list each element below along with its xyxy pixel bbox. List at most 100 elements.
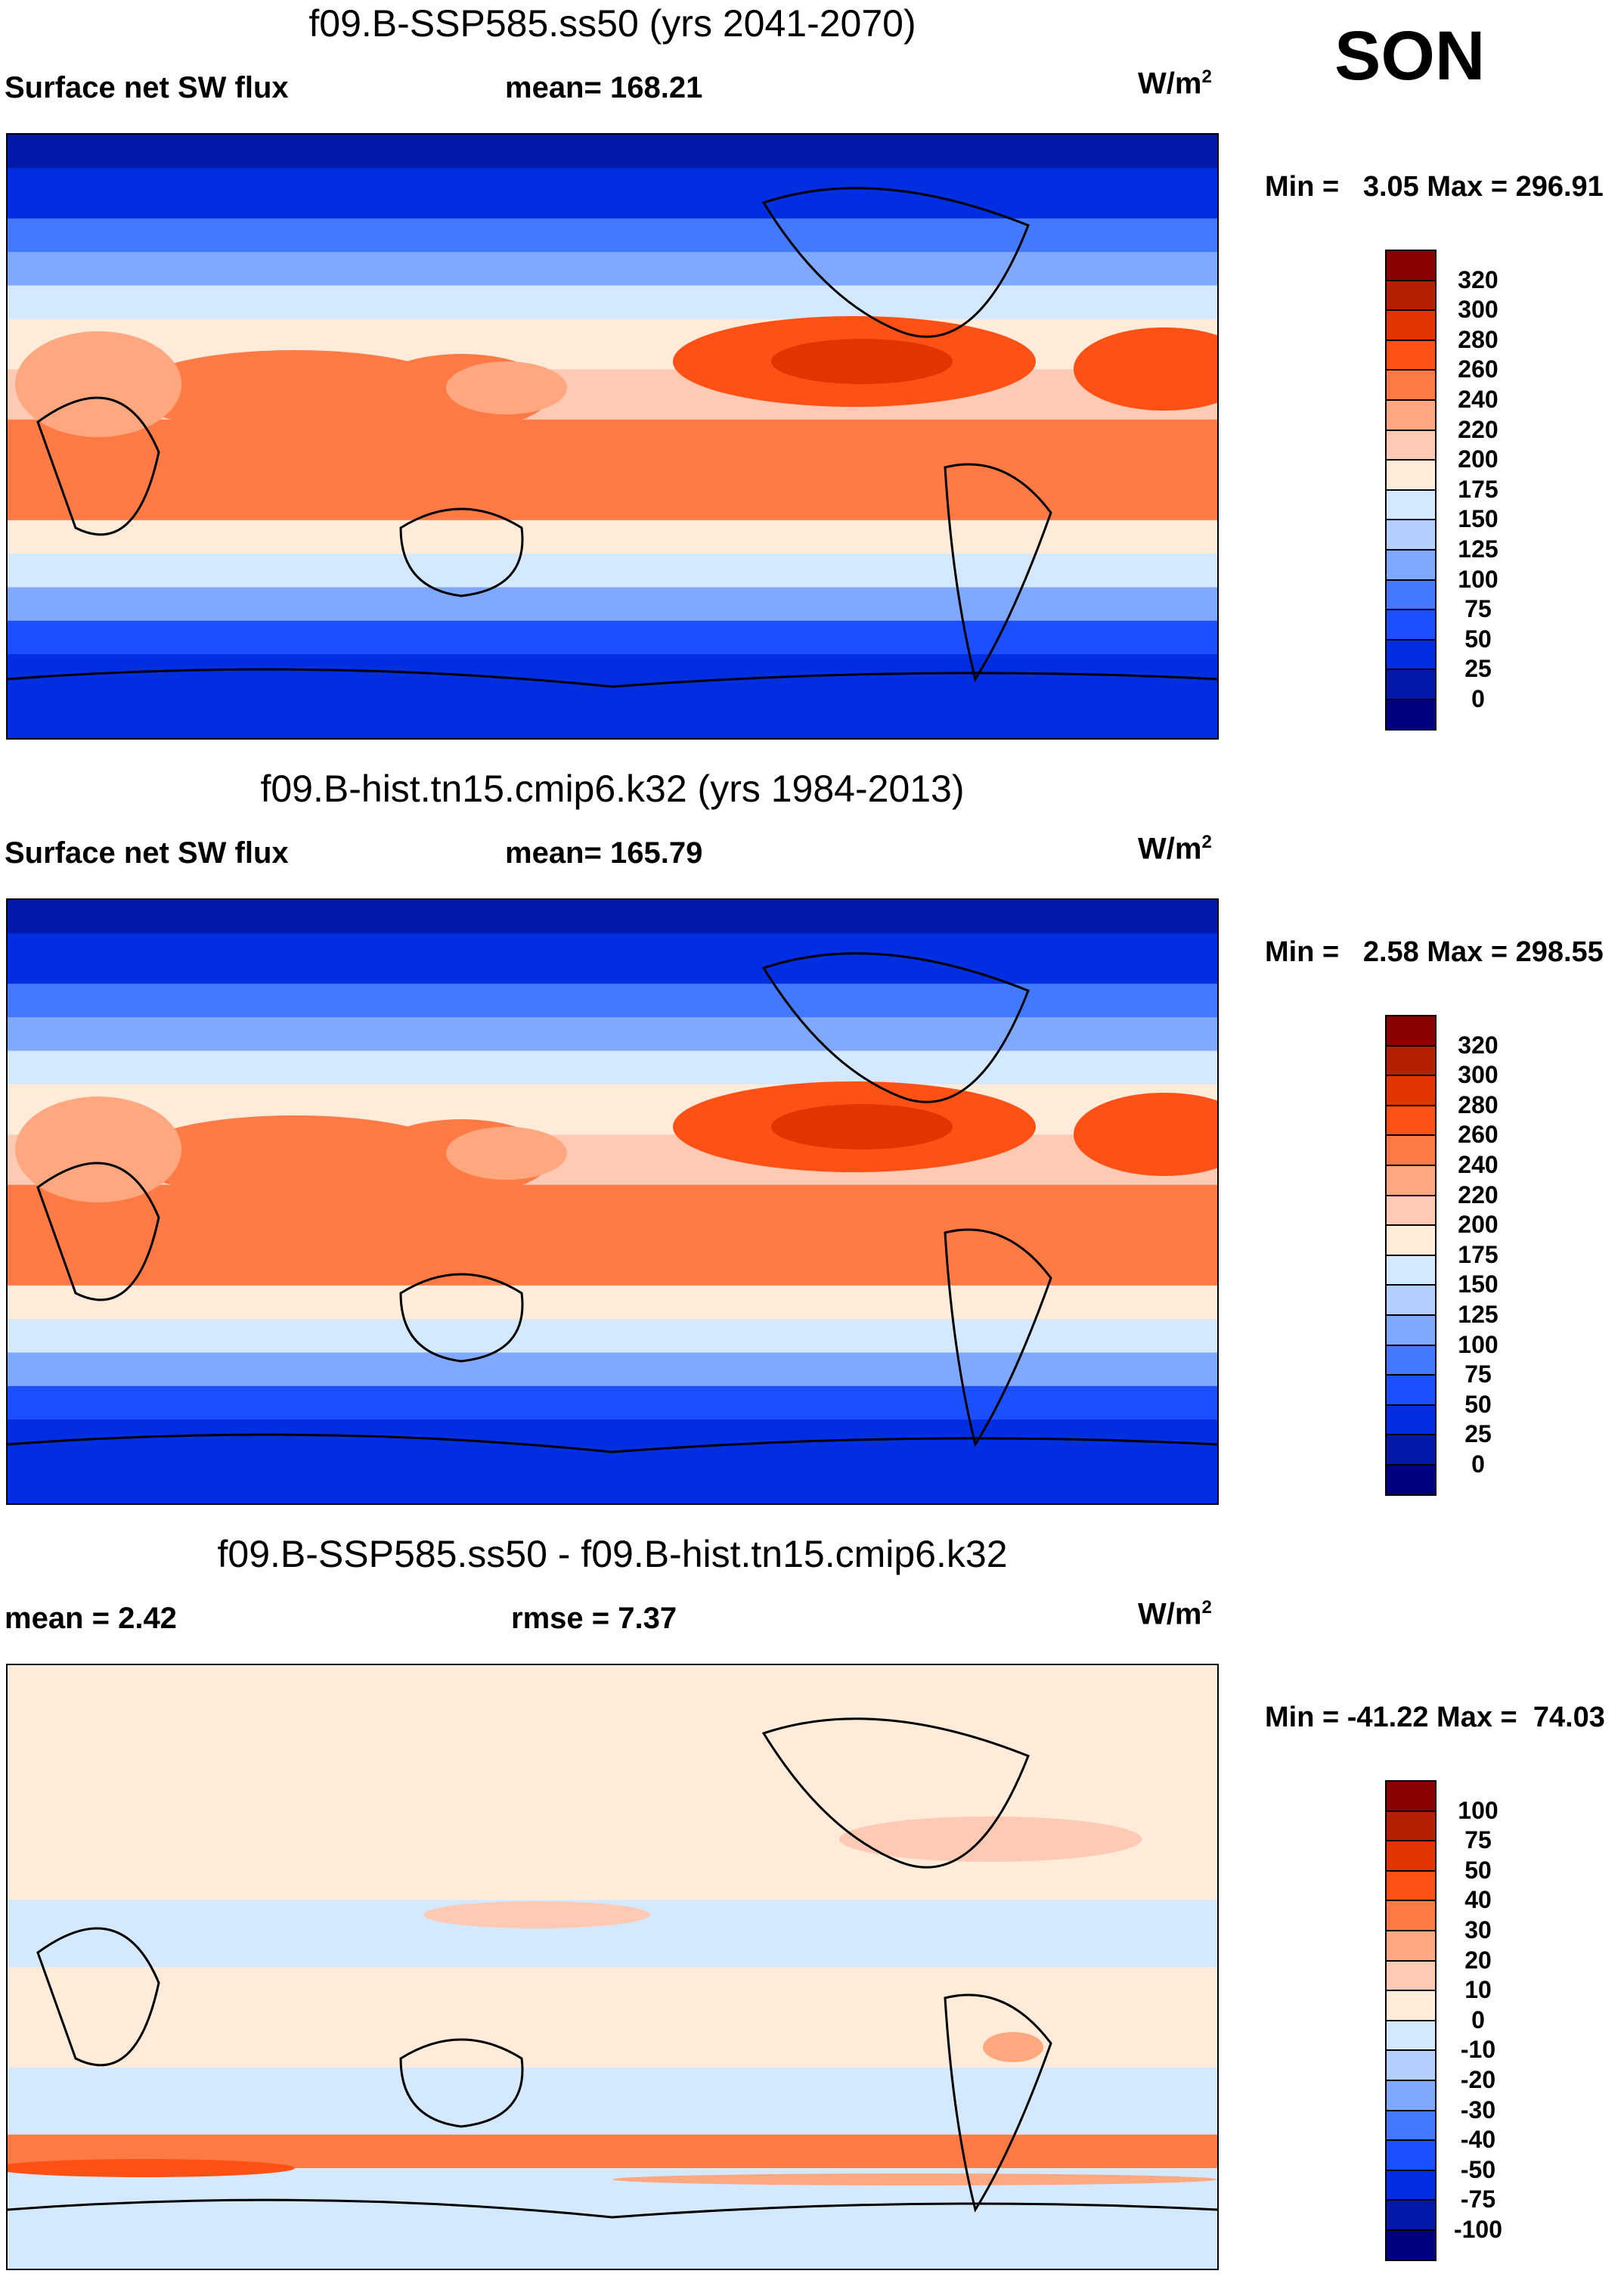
colorbar-tick-label: 175 xyxy=(1458,1240,1498,1268)
colorbar-box xyxy=(1385,429,1436,461)
colorbar-box xyxy=(1385,579,1436,611)
colorbar-box xyxy=(1385,1840,1436,1872)
colorbar-box xyxy=(1385,2199,1436,2231)
field-anomaly xyxy=(129,350,461,433)
left-label: Surface net SW flux xyxy=(5,836,289,870)
contour-field xyxy=(8,900,1217,1503)
field-anomaly xyxy=(612,2173,1217,2185)
colorbar-box xyxy=(1385,1314,1436,1346)
colorbar-box xyxy=(1385,1810,1436,1842)
colorbar-box xyxy=(1385,1254,1436,1286)
panel-title: f09.B-SSP585.ss50 - f09.B-hist.tn15.cmip… xyxy=(217,1533,1008,1575)
field-band xyxy=(8,654,1217,738)
colorbar-tick-label: 50 xyxy=(1464,1856,1492,1884)
colorbar-box xyxy=(1385,2019,1436,2052)
colorbar-box xyxy=(1385,2139,1436,2171)
colorbar-tick-label: 0 xyxy=(1471,685,1485,712)
coastline xyxy=(36,396,160,536)
colorbar-box xyxy=(1385,1990,1436,2021)
field-band xyxy=(8,587,1217,622)
field-anomaly xyxy=(771,339,953,384)
field-anomaly xyxy=(1074,327,1217,411)
colorbar-box xyxy=(1385,638,1436,671)
field-band xyxy=(8,554,1217,588)
field-anomaly xyxy=(1074,1093,1217,1176)
colorbar-box xyxy=(1385,1044,1436,1077)
colorbar-tick-label: 240 xyxy=(1458,386,1498,413)
min-max-label: Min = -41.22 Max = 74.03 xyxy=(1265,1702,1605,1733)
colorbar-box xyxy=(1385,2169,1436,2201)
colorbar-tick-label: 200 xyxy=(1458,1211,1498,1239)
colorbar-tick-label: 220 xyxy=(1458,415,1498,443)
colorbar-tick-label: 280 xyxy=(1458,1090,1498,1118)
colorbar-box xyxy=(1385,1104,1436,1137)
colorbar-box xyxy=(1385,339,1436,371)
field-band xyxy=(8,168,1217,219)
colorbar-box xyxy=(1385,250,1436,281)
colorbar-tick-label: 320 xyxy=(1458,1031,1498,1059)
colorbar-box xyxy=(1385,1194,1436,1227)
colorbar-box xyxy=(1385,1374,1436,1406)
coastline xyxy=(399,507,524,597)
coastline xyxy=(36,1162,160,1301)
coastline xyxy=(761,952,1030,1103)
units-text: W/m xyxy=(1138,1597,1202,1631)
colorbar-tick-label: 75 xyxy=(1464,1360,1492,1388)
colorbar-tick-label: -100 xyxy=(1453,2216,1503,2243)
colorbar-tick-label: 300 xyxy=(1458,296,1498,324)
field-band xyxy=(8,1385,1217,1421)
colorbar-tick-label: 10 xyxy=(1464,1976,1492,2004)
field-band xyxy=(8,285,1217,320)
colorbar-box xyxy=(1385,1434,1436,1466)
colorbar-tick-label: 240 xyxy=(1458,1151,1498,1178)
left-label: Surface net SW flux xyxy=(5,71,289,104)
colorbar-tick-label: 200 xyxy=(1458,445,1498,473)
colorbar-tick-label: 75 xyxy=(1464,1826,1492,1854)
center-label: rmse = 7.37 xyxy=(511,1602,677,1635)
field-band xyxy=(8,520,1217,555)
colorbar-tick-label: 125 xyxy=(1458,535,1498,563)
colorbar-box xyxy=(1385,2080,1436,2111)
units-label: W/m2 xyxy=(1138,67,1212,101)
colorbar-tick-label: 300 xyxy=(1458,1061,1498,1089)
colorbar-box xyxy=(1385,549,1436,581)
colorbar-tick-label: 100 xyxy=(1458,1330,1498,1358)
field-band xyxy=(8,1419,1217,1503)
colorbar-box xyxy=(1385,1015,1436,1047)
colorbar-tick-label: 100 xyxy=(1458,1796,1498,1824)
colorbar-box xyxy=(1385,1464,1436,1496)
colorbar-box xyxy=(1385,2229,1436,2261)
colorbar-tick-label: 100 xyxy=(1458,565,1498,593)
colorbar-tick-label: 280 xyxy=(1458,325,1498,353)
coastline xyxy=(8,668,1217,688)
colorbar-tick-label: 175 xyxy=(1458,475,1498,503)
colorbar-tick-label: 75 xyxy=(1464,595,1492,623)
units-label: W/m2 xyxy=(1138,1597,1212,1631)
map-panel xyxy=(6,1664,1219,2270)
colorbar-tick-label: 150 xyxy=(1458,1270,1498,1298)
field-band xyxy=(8,135,1217,169)
field-band xyxy=(8,900,1217,935)
colorbar-box xyxy=(1385,609,1436,641)
colorbar-box xyxy=(1385,279,1436,312)
colorbar-box xyxy=(1385,1284,1436,1316)
field-band xyxy=(8,1017,1217,1052)
coastline xyxy=(8,1433,1217,1453)
units-label: W/m2 xyxy=(1138,832,1212,866)
field-anomaly xyxy=(8,2159,295,2177)
field-band xyxy=(8,218,1217,253)
panel-title: f09.B-hist.tn15.cmip6.k32 (yrs 1984-2013… xyxy=(260,768,965,810)
colorbar-box xyxy=(1385,369,1436,401)
left-label: mean = 2.42 xyxy=(5,1602,177,1635)
coastline xyxy=(944,463,1052,682)
colorbar-tick-label: 125 xyxy=(1458,1301,1498,1328)
colorbar-tick-label: 50 xyxy=(1464,625,1492,653)
colorbar-box xyxy=(1385,1780,1436,1812)
colorbar-tick-label: -10 xyxy=(1460,2036,1496,2064)
colorbar-box xyxy=(1385,1869,1436,1902)
colorbar-box xyxy=(1385,2109,1436,2142)
colorbar-tick-label: 0 xyxy=(1471,1450,1485,1478)
field-band xyxy=(8,620,1217,656)
colorbar-box xyxy=(1385,1930,1436,1962)
colorbar-tick-label: 260 xyxy=(1458,355,1498,383)
